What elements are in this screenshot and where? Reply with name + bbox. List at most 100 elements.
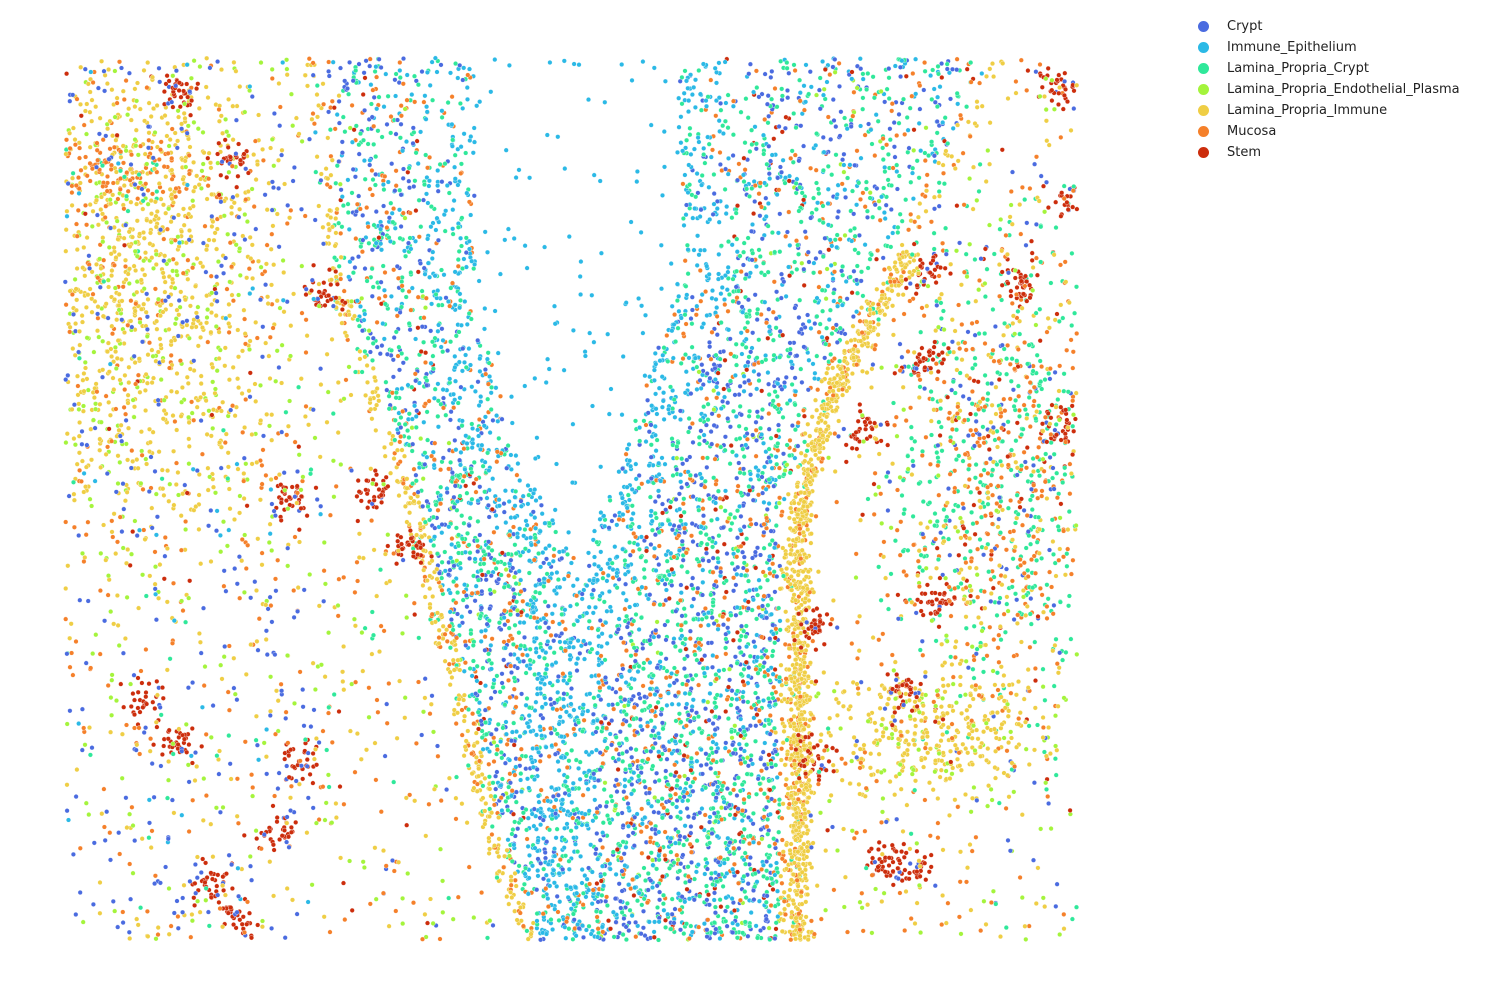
scatter-point-lamina-propria-crypt — [405, 428, 411, 434]
scatter-point-crypt — [622, 697, 628, 703]
scatter-point-immune-epithelium — [768, 611, 774, 617]
scatter-point-immune-epithelium — [754, 683, 760, 689]
scatter-point-crypt — [629, 697, 634, 703]
scatter-point-crypt — [741, 466, 746, 472]
scatter-point-mucosa — [421, 99, 427, 105]
scatter-point-mucosa — [648, 820, 654, 826]
scatter-point-lamina-propria-crypt — [518, 771, 524, 777]
scatter-point-immune-epithelium — [452, 302, 458, 308]
scatter-point-immune-epithelium — [433, 227, 439, 233]
scatter-point-immune-epithelium — [725, 264, 731, 270]
scatter-point-lamina-propria-crypt — [333, 180, 339, 186]
scatter-point-immune-epithelium — [516, 568, 522, 574]
scatter-point-lamina-propria-crypt — [370, 177, 376, 183]
scatter-point-crypt — [773, 845, 778, 851]
scatter-point-crypt — [552, 751, 558, 757]
scatter-point-immune-epithelium — [668, 261, 674, 267]
scatter-point-mucosa — [827, 72, 833, 78]
scatter-point-mucosa — [744, 436, 750, 442]
scatter-point-stem — [787, 273, 793, 279]
scatter-point-immune-epithelium — [616, 469, 622, 475]
scatter-point-immune-epithelium — [418, 129, 424, 135]
scatter-point-mucosa — [367, 186, 373, 192]
scatter-point-stem — [771, 136, 777, 142]
scatter-point-immune-epithelium — [629, 77, 635, 83]
scatter-point-lamina-propria-crypt — [769, 876, 775, 882]
scatter-point-crypt — [401, 166, 406, 172]
scatter-point-crypt — [642, 933, 648, 939]
scatter-point-immune-epithelium — [568, 560, 574, 566]
scatter-point-crypt — [674, 466, 680, 472]
scatter-point-lamina-propria-immune — [327, 207, 333, 213]
scatter-point-crypt — [482, 367, 488, 373]
scatter-point-crypt — [723, 908, 728, 914]
scatter-point-crypt — [764, 506, 770, 512]
scatter-point-lamina-propria-crypt — [430, 353, 436, 359]
scatter-point-lamina-propria-immune — [486, 835, 492, 841]
scatter-point-lamina-propria-crypt — [482, 489, 488, 495]
scatter-point-crypt — [420, 503, 426, 509]
scatter-point-lamina-propria-crypt — [445, 100, 451, 106]
scatter-point-lamina-propria-crypt — [471, 266, 477, 272]
scatter-point-mucosa — [736, 880, 741, 886]
scatter-point-stem — [721, 541, 727, 547]
scatter-point-stem — [606, 918, 611, 924]
scatter-point-lamina-propria-crypt — [725, 716, 731, 722]
scatter-point-crypt — [663, 768, 669, 774]
scatter-point-mucosa — [714, 395, 720, 401]
scatter-point-immune-epithelium — [461, 131, 467, 137]
scatter-point-immune-epithelium — [685, 85, 691, 91]
scatter-point-immune-epithelium — [683, 369, 689, 375]
scatter-point-crypt — [435, 237, 441, 243]
scatter-point-lamina-propria-crypt — [738, 671, 744, 677]
scatter-point-mucosa — [557, 857, 563, 863]
scatter-point-immune-epithelium — [660, 192, 665, 198]
scatter-point-mucosa — [421, 315, 427, 321]
scatter-point-lamina-propria-immune — [465, 728, 471, 734]
scatter-point-lamina-propria-crypt — [376, 94, 382, 100]
scatter-point-lamina-propria-crypt — [672, 644, 678, 649]
scatter-point-immune-epithelium — [570, 786, 576, 792]
scatter-point-immune-epithelium — [647, 686, 653, 692]
scatter-point-immune-epithelium — [430, 220, 436, 226]
scatter-point-immune-epithelium — [592, 561, 597, 567]
scatter-point-mucosa — [803, 235, 809, 241]
scatter-point-crypt — [704, 762, 709, 767]
scatter-point-lamina-propria-crypt — [605, 813, 610, 819]
scatter-point-lamina-propria-crypt — [744, 742, 750, 748]
scatter-point-lamina-propria-crypt — [469, 496, 475, 502]
scatter-point-mucosa — [469, 590, 475, 596]
scatter-point-lamina-propria-crypt — [466, 542, 472, 548]
scatter-point-immune-epithelium — [533, 583, 539, 588]
scatter-point-mucosa — [731, 861, 737, 867]
scatter-point-immune-epithelium — [580, 702, 586, 708]
scatter-point-immune-epithelium — [651, 377, 657, 383]
scatter-point-lamina-propria-crypt — [601, 599, 607, 605]
scatter-point-immune-epithelium — [571, 707, 577, 713]
scatter-point-immune-epithelium — [446, 524, 452, 530]
scatter-point-crypt — [356, 254, 361, 260]
scatter-point-lamina-propria-crypt — [710, 544, 716, 550]
scatter-point-lamina-propria-crypt — [734, 660, 740, 666]
scatter-point-crypt — [338, 187, 344, 193]
scatter-point-lamina-propria-crypt — [524, 696, 530, 701]
scatter-point-lamina-propria-crypt — [934, 130, 940, 136]
scatter-point-crypt — [796, 315, 802, 320]
scatter-point-mucosa — [680, 181, 686, 187]
scatter-point-lamina-propria-crypt — [743, 96, 749, 102]
scatter-point-lamina-propria-crypt — [637, 591, 643, 596]
scatter-point-immune-epithelium — [545, 356, 551, 362]
scatter-point-mucosa — [423, 401, 428, 407]
scatter-point-lamina-propria-immune — [316, 103, 322, 108]
scatter-point-immune-epithelium — [714, 305, 720, 311]
scatter-point-mucosa — [416, 234, 422, 240]
scatter-point-immune-epithelium — [676, 308, 682, 314]
scatter-point-lamina-propria-crypt — [723, 636, 729, 642]
scatter-point-lamina-propria-immune — [955, 158, 961, 164]
scatter-point-lamina-propria-crypt — [728, 702, 734, 708]
scatter-point-crypt — [723, 740, 729, 746]
scatter-point-lamina-propria-crypt — [505, 807, 511, 813]
scatter-point-immune-epithelium — [670, 355, 676, 361]
scatter-point-lamina-propria-immune — [777, 586, 783, 592]
scatter-point-immune-epithelium — [788, 359, 794, 365]
